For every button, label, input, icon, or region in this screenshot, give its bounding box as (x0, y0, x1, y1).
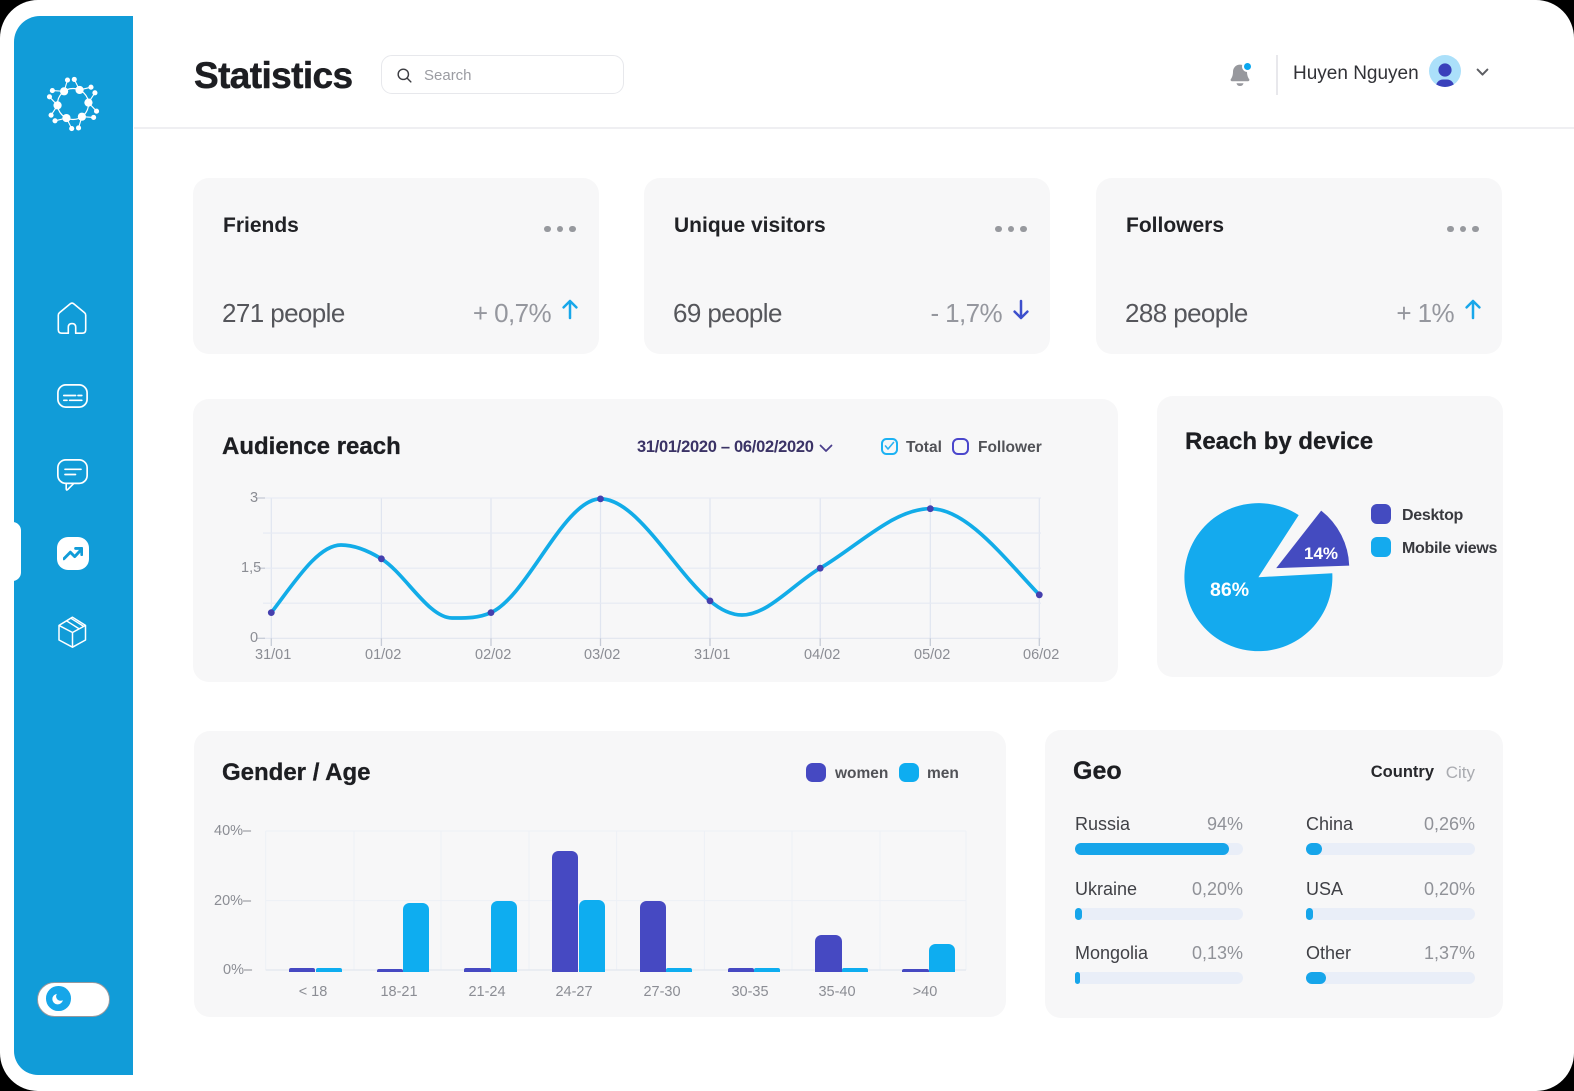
svg-text:Desktop: Desktop (1402, 507, 1464, 524)
svg-text:Mobile views: Mobile views (1402, 540, 1497, 557)
svg-text:14%: 14% (1304, 544, 1338, 563)
svg-text:86%: 86% (1210, 579, 1249, 601)
